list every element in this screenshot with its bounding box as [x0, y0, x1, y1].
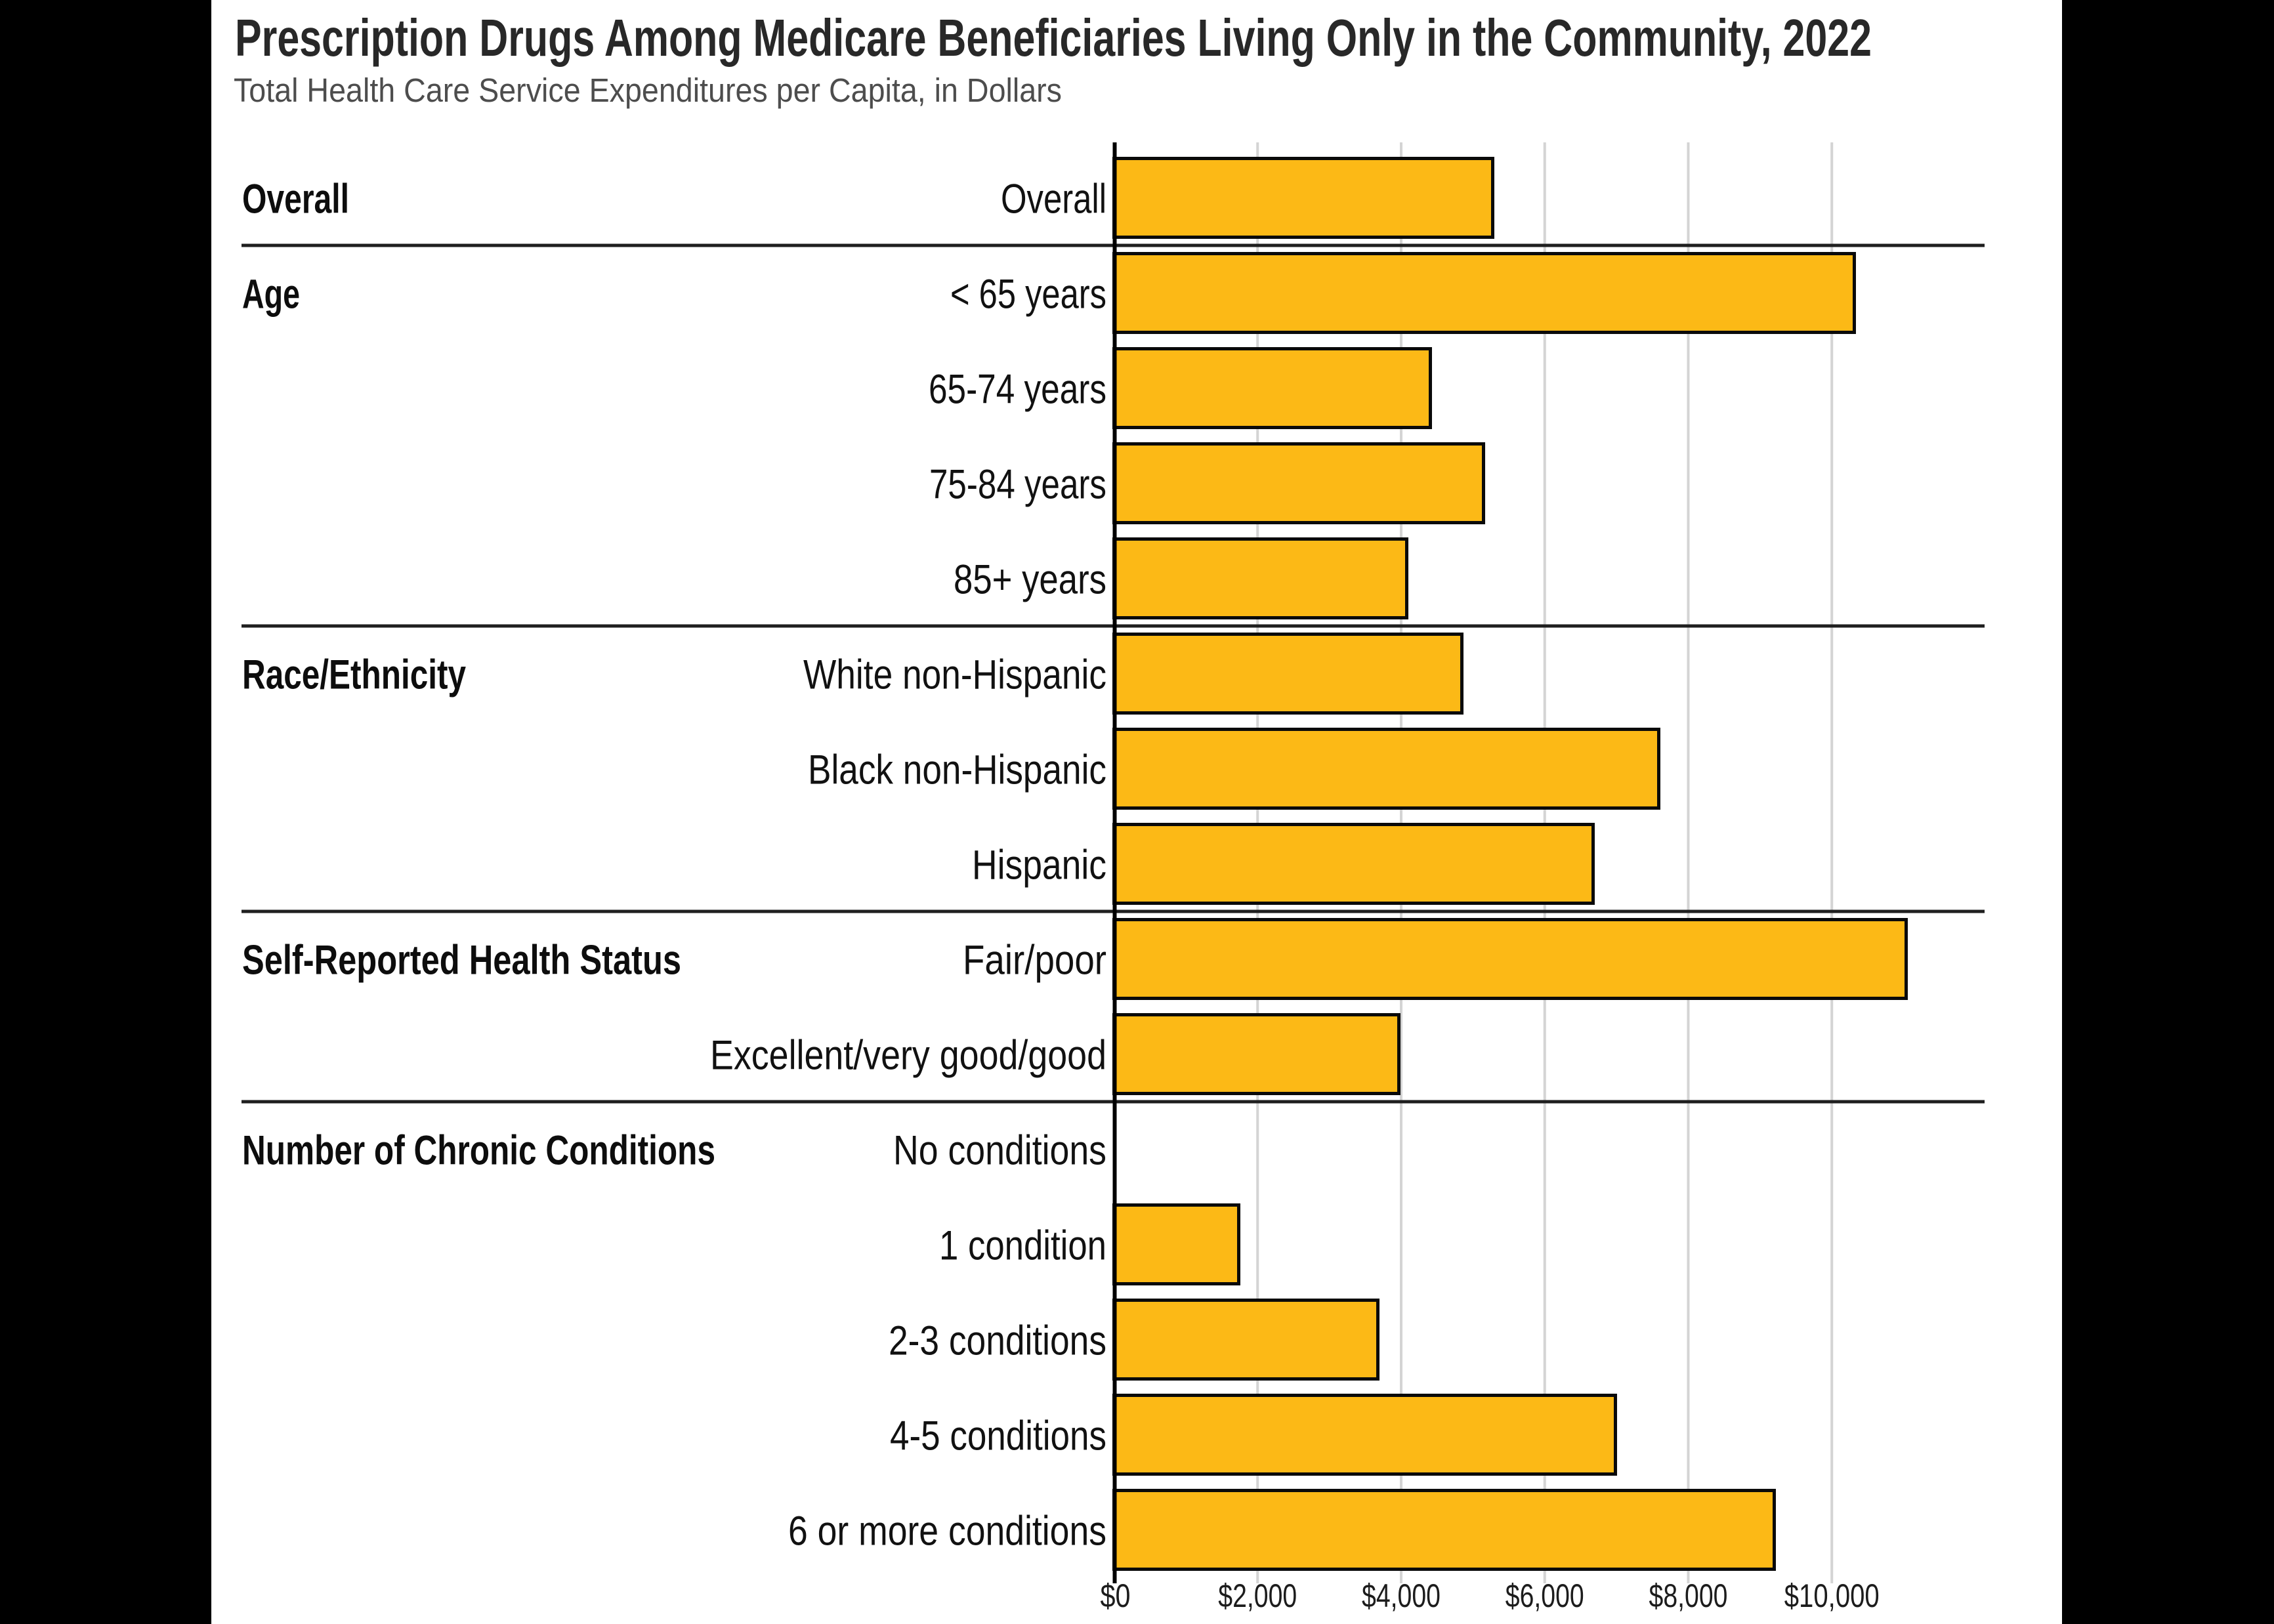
svg-text:2-3 conditions: 2-3 conditions: [889, 1318, 1106, 1364]
svg-text:Total Health Care Service Expe: Total Health Care Service Expenditures p…: [234, 72, 1062, 109]
svg-text:Age: Age: [242, 272, 300, 318]
svg-text:$2,000: $2,000: [1218, 1577, 1297, 1614]
svg-text:Excellent/very good/good: Excellent/very good/good: [710, 1033, 1106, 1079]
svg-text:White non-Hispanic: White non-Hispanic: [803, 652, 1106, 698]
svg-text:Overall: Overall: [1001, 177, 1106, 222]
svg-text:Race/Ethnicity: Race/Ethnicity: [242, 652, 466, 698]
svg-text:Prescription Drugs Among Medic: Prescription Drugs Among Medicare Benefi…: [235, 9, 1872, 67]
svg-text:< 65 years: < 65 years: [950, 272, 1106, 318]
svg-text:No conditions: No conditions: [893, 1128, 1106, 1174]
svg-text:$10,000: $10,000: [1784, 1577, 1880, 1614]
svg-text:$6,000: $6,000: [1505, 1577, 1584, 1614]
svg-text:Self-Reported Health Status: Self-Reported Health Status: [242, 938, 681, 984]
svg-text:65-74 years: 65-74 years: [929, 367, 1106, 413]
svg-text:85+ years: 85+ years: [954, 557, 1106, 603]
svg-text:1 condition: 1 condition: [939, 1223, 1106, 1269]
svg-text:6 or more conditions: 6 or more conditions: [788, 1509, 1106, 1554]
svg-text:$8,000: $8,000: [1649, 1577, 1728, 1614]
svg-text:Hispanic: Hispanic: [972, 843, 1106, 888]
svg-text:$0: $0: [1101, 1577, 1131, 1614]
svg-text:$4,000: $4,000: [1362, 1577, 1441, 1614]
svg-text:4-5 conditions: 4-5 conditions: [890, 1413, 1106, 1459]
svg-text:Overall: Overall: [242, 177, 349, 222]
svg-text:Number of Chronic Conditions: Number of Chronic Conditions: [242, 1128, 715, 1174]
svg-text:Black non-Hispanic: Black non-Hispanic: [808, 747, 1106, 793]
svg-text:75-84 years: 75-84 years: [929, 462, 1106, 508]
svg-text:Fair/poor: Fair/poor: [963, 938, 1106, 984]
